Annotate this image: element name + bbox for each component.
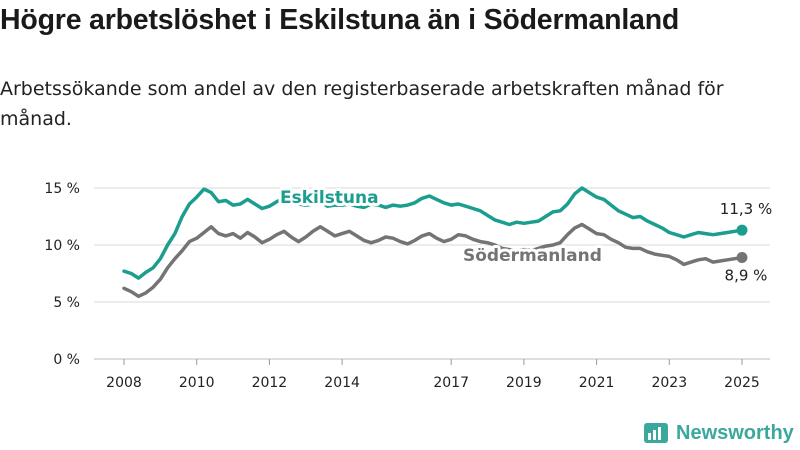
y-tick-label: 10 % bbox=[44, 238, 80, 254]
x-tick-label: 2014 bbox=[324, 375, 360, 391]
chart-title: Högre arbetslöshet i Eskilstuna än i Söd… bbox=[0, 4, 680, 36]
eskilstuna-line bbox=[122, 186, 744, 280]
eskilstuna-series-label: Eskilstuna bbox=[280, 188, 379, 208]
brand-name: Newsworthy bbox=[676, 421, 794, 444]
sodermanland-end-dot bbox=[736, 252, 748, 264]
y-tick-label: 15 % bbox=[44, 181, 80, 197]
y-tick-label: 5 % bbox=[53, 295, 80, 311]
x-tick-label: 2008 bbox=[106, 375, 142, 391]
eskilstuna-end-label: 11,3 % bbox=[720, 200, 772, 218]
brand-logo: Newsworthy bbox=[644, 420, 794, 446]
sodermanland-series-label: Södermanland bbox=[463, 246, 602, 266]
x-tick-label: 2017 bbox=[433, 375, 469, 391]
x-tick-label: 2025 bbox=[724, 375, 760, 391]
chart-subtitle: Arbetssökande som andel av den registerb… bbox=[0, 78, 724, 130]
newsworthy-logo-icon bbox=[644, 423, 668, 443]
x-tick-label: 2021 bbox=[579, 375, 615, 391]
x-tick-label: 2019 bbox=[506, 375, 542, 391]
y-tick-label: 0 % bbox=[53, 352, 80, 368]
sodermanland-line bbox=[122, 222, 744, 299]
x-tick-label: 2012 bbox=[252, 375, 288, 391]
line-chart: 0 % 5 % 10 % 15 % 2008 2010 2012 2014 2017 2019 20… bbox=[44, 181, 773, 391]
x-tick-label: 2010 bbox=[179, 375, 215, 391]
eskilstuna-end-dot bbox=[736, 224, 748, 236]
x-tick-label: 2023 bbox=[651, 375, 687, 391]
sodermanland-end-label: 8,9 % bbox=[725, 267, 768, 285]
